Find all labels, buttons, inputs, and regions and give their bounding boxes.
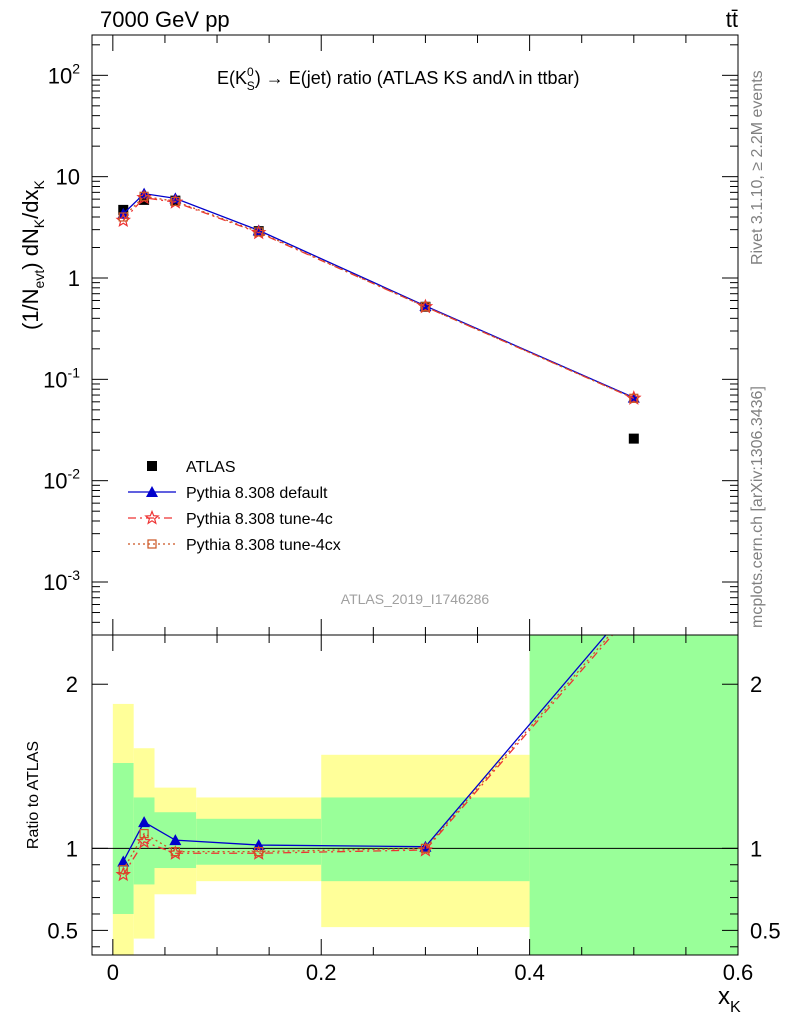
- ratio-series-group: [115, 635, 614, 882]
- ratio-data-point: [136, 833, 152, 849]
- main-panel: E(K0 S) → E(jet) ratio (ATLAS KS andΛ in …: [18, 34, 739, 636]
- main-y-tick-label: 10-1: [43, 364, 80, 392]
- ratio-series-line: [122, 635, 611, 870]
- ratio-band-green: [133, 797, 155, 885]
- main-y-tick-label: 10-2: [43, 466, 80, 494]
- main-data-point: [118, 212, 128, 222]
- ratio-x-tick-label: 0.2: [306, 960, 337, 985]
- main-data-point: [628, 433, 639, 444]
- main-x-axis: [112, 35, 739, 635]
- ratio-data-point: [138, 816, 151, 828]
- ratio-data-point: [420, 843, 431, 853]
- ratio-data-point: [170, 847, 180, 857]
- ratio-band-green: [112, 763, 134, 914]
- main-series-line: [122, 197, 635, 399]
- legend-marker: [144, 509, 160, 525]
- ratio-band-green: [321, 797, 530, 882]
- ratio-x-tick-label: 0.6: [723, 960, 754, 985]
- process-label: tt̄: [726, 7, 738, 32]
- legend-label: ATLAS: [186, 459, 236, 476]
- ratio-y-tick-label-right: 0.5: [750, 918, 781, 943]
- main-data-point: [420, 302, 431, 312]
- ratio-bands: [112, 635, 738, 955]
- mcplots-label: mcplots.cern.ch [arXiv:1306.3436]: [749, 386, 766, 628]
- ratio-xlabel: xK: [718, 983, 741, 1016]
- ratio-data-point: [254, 847, 264, 857]
- ratio-data-point: [115, 866, 132, 882]
- ratio-y-axis: 0.5 0.5 1 1 2 2: [47, 672, 781, 948]
- main-y-axis: 10-3 10-2 10-1 1 10 102: [43, 44, 738, 636]
- ratio-y-tick-label: 0.5: [47, 918, 78, 943]
- ratio-series-line: [122, 635, 607, 862]
- main-data-point: [254, 227, 264, 237]
- watermark-label: ATLAS_2019_I1746286: [341, 591, 490, 607]
- ratio-data-point: [118, 865, 128, 875]
- ratio-panel-frame: [91, 634, 739, 956]
- legend-marker: [146, 486, 158, 497]
- main-data-point: [417, 298, 434, 314]
- legend-label: Pythia 8.308 tune-4cx: [186, 537, 341, 554]
- ratio-x-axis: 0 0.2 0.4 0.6: [107, 635, 754, 985]
- main-y-tick-label: 102: [48, 60, 80, 88]
- main-data-point: [629, 393, 639, 403]
- ratio-data-point: [169, 834, 182, 846]
- main-title: E(K0 S) → E(jet) ratio (ATLAS KS andΛ in …: [217, 65, 580, 93]
- ratio-panel: 0.5 0.5 1 1 2 2 0 0.2 0.4 0.6 Ratio to ATLAS xK: [25, 634, 781, 1016]
- ratio-data-point: [419, 840, 432, 852]
- ratio-x-tick-label: 0.4: [514, 960, 545, 985]
- legend-label: Pythia 8.308 default: [186, 485, 328, 502]
- legend-marker: [147, 539, 157, 549]
- legend-label: Pythia 8.308 tune-4c: [186, 511, 333, 528]
- ratio-series-line: [122, 635, 614, 875]
- main-ylabel: (1/Nevt) dNK/dxK: [18, 179, 47, 330]
- main-data-point: [115, 212, 132, 228]
- ratio-ylabel: Ratio to ATLAS: [25, 741, 42, 849]
- rivet-label: Rivet 3.1.10, ≥ 2.2M events: [749, 70, 766, 265]
- main-series-line: [122, 195, 635, 399]
- ratio-y-tick-label: 2: [66, 672, 78, 697]
- ratio-y-tick-label-right: 2: [750, 672, 762, 697]
- ratio-x-tick-label: 0: [107, 960, 119, 985]
- ratio-band-green: [529, 635, 738, 955]
- main-y-tick-label: 1: [68, 266, 80, 291]
- ratio-data-point: [139, 828, 149, 839]
- main-series-line: [122, 192, 635, 399]
- ratio-y-tick-label: 1: [66, 836, 78, 861]
- main-data-point: [139, 191, 149, 201]
- ratio-y-tick-label-right: 1: [750, 836, 762, 861]
- main-data-point: [170, 196, 180, 207]
- main-y-tick-label: 10-3: [43, 567, 80, 595]
- legend: ATLAS Pythia 8.308 default Pythia 8.308 tu…: [128, 459, 341, 554]
- main-y-tick-label: 10: [56, 165, 80, 190]
- energy-label: 7000 GeV pp: [100, 7, 230, 32]
- main-series-group: [115, 187, 642, 444]
- legend-marker: [147, 461, 157, 471]
